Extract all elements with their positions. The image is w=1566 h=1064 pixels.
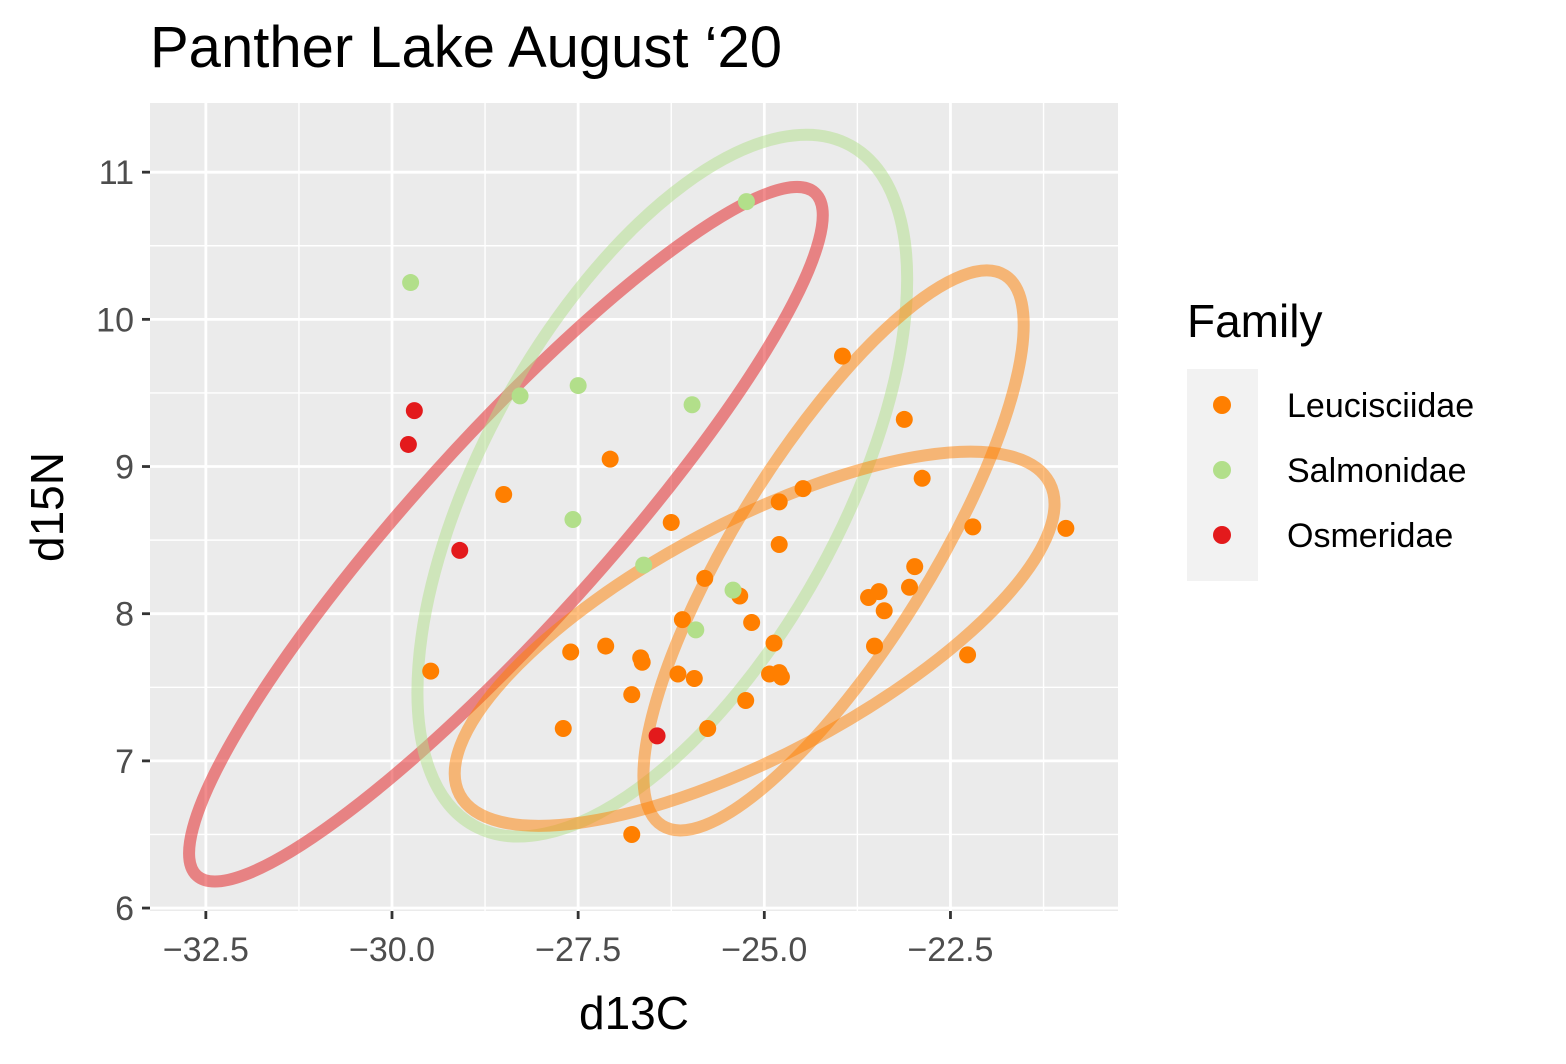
point-osmeridae	[399, 435, 417, 453]
y-axis-title: d15N	[21, 452, 73, 562]
point-salmonidae	[737, 193, 755, 211]
chart-title: Panther Lake August ‘20	[150, 15, 782, 80]
point-salmonidae	[635, 556, 653, 574]
point-leucisciidae	[959, 646, 977, 664]
x-tick-label: −27.5	[535, 931, 621, 969]
legend: Family Leucisciidae Salmonidae Osmeridae	[1187, 295, 1474, 581]
point-leucisciidae	[833, 347, 851, 365]
point-leucisciidae	[562, 643, 580, 661]
y-tick-label: 8	[115, 596, 134, 634]
y-axis: 6 7 8 9 10 11	[96, 154, 150, 928]
legend-key-osmeridae	[1213, 526, 1231, 544]
point-leucisciidae	[875, 602, 893, 620]
legend-label-salmonidae: Salmonidae	[1287, 452, 1467, 490]
y-tick-label: 10	[96, 301, 134, 339]
point-leucisciidae	[601, 450, 619, 468]
legend-items: Leucisciidae Salmonidae Osmeridae	[1213, 387, 1474, 555]
point-leucisciidae	[770, 536, 788, 554]
legend-key-leucisciidae	[1213, 396, 1231, 414]
legend-key-salmonidae	[1213, 461, 1231, 479]
x-tick-label: −30.0	[349, 931, 435, 969]
y-tick-label: 11	[99, 154, 134, 192]
ellipse-osmeridae	[183, 180, 829, 888]
ellipse-layer	[183, 128, 1061, 888]
point-salmonidae	[724, 581, 742, 599]
x-tick-label: −25.0	[721, 931, 807, 969]
point-leucisciidae	[765, 634, 783, 652]
point-leucisciidae	[964, 518, 982, 536]
point-leucisciidae	[1057, 519, 1075, 537]
ellipse-salmonidae	[411, 128, 914, 843]
y-tick-label: 7	[115, 743, 134, 781]
point-osmeridae	[451, 541, 469, 559]
point-salmonidae	[683, 396, 701, 414]
point-leucisciidae	[913, 469, 931, 487]
point-leucisciidae	[673, 611, 691, 629]
point-leucisciidae	[685, 669, 703, 687]
plot-panel	[150, 103, 1118, 911]
x-axis: −32.5 −30.0 −27.5 −25.0 −22.5	[163, 911, 993, 969]
point-leucisciidae	[662, 513, 680, 531]
point-leucisciidae	[772, 668, 790, 686]
point-leucisciidae	[597, 637, 615, 655]
point-osmeridae	[648, 727, 666, 745]
legend-label-osmeridae: Osmeridae	[1287, 517, 1453, 555]
point-leucisciidae	[696, 569, 714, 587]
point-leucisciidae	[737, 692, 755, 710]
y-tick-label: 9	[115, 449, 134, 487]
y-tick-label: 6	[115, 890, 134, 928]
point-leucisciidae	[669, 665, 687, 683]
point-salmonidae	[687, 621, 705, 639]
point-leucisciidae	[770, 493, 788, 511]
point-salmonidae	[402, 274, 420, 292]
legend-label-leucisciidae: Leucisciidae	[1287, 387, 1474, 425]
point-osmeridae	[405, 402, 423, 420]
point-leucisciidae	[633, 653, 651, 671]
point-leucisciidae	[495, 485, 513, 503]
point-leucisciidae	[554, 720, 572, 738]
point-salmonidae	[511, 387, 529, 405]
point-salmonidae	[569, 377, 587, 395]
point-leucisciidae	[743, 614, 761, 632]
x-axis-title: d13C	[579, 987, 689, 1039]
point-leucisciidae	[901, 578, 919, 596]
ellipse-leucisciidae	[637, 264, 1030, 837]
point-salmonidae	[564, 511, 582, 529]
point-leucisciidae	[623, 825, 641, 843]
point-leucisciidae	[422, 662, 440, 680]
point-leucisciidae	[895, 410, 913, 428]
point-leucisciidae	[870, 583, 888, 601]
point-leucisciidae	[866, 637, 884, 655]
point-leucisciidae	[623, 686, 641, 704]
point-leucisciidae	[794, 480, 812, 498]
point-layer	[399, 193, 1075, 843]
point-leucisciidae	[906, 558, 924, 576]
legend-title: Family	[1187, 295, 1322, 347]
point-leucisciidae	[699, 720, 717, 738]
x-tick-label: −32.5	[163, 931, 249, 969]
x-tick-label: −22.5	[907, 931, 993, 969]
ellipse-leucisciidae	[448, 445, 1061, 832]
